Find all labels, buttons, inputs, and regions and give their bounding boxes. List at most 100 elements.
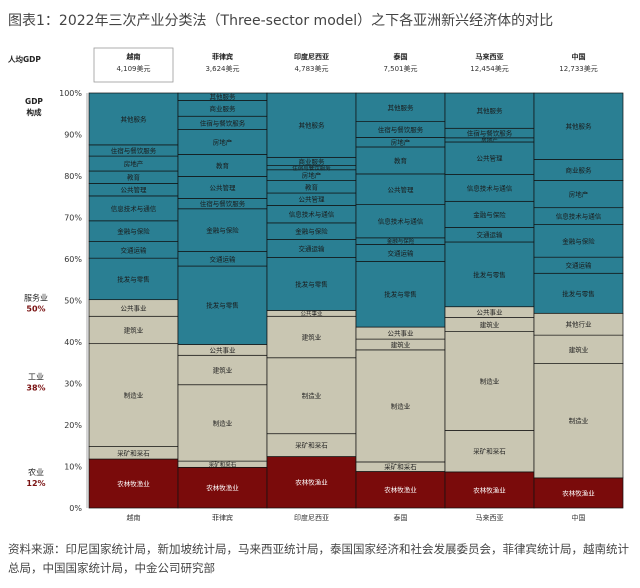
country-header-gdp: 7,501美元 [383,64,417,73]
segment-label: 农林牧渔业 [384,485,417,494]
segment-label: 交通运输 [121,245,148,254]
segment-label: 住宿与餐饮服务 [467,129,513,138]
segment-label: 商业服务 [210,104,237,113]
bar-segment [177,384,268,462]
x-category-label: 中国 [572,513,586,522]
segment-label: 采矿和采石 [473,447,506,456]
segment-label: 采矿和采石 [117,448,150,457]
segment-label: 商业服务 [566,165,593,174]
x-category-label: 菲律宾 [212,513,233,522]
bar-segment [88,458,179,509]
segment-label: 房地产 [569,190,589,199]
segment-label: 建筑业 [302,332,322,341]
segment-label: 教育 [216,161,230,170]
segment-label: 批发与零售 [384,290,417,299]
segment-label: 建筑业 [391,340,411,349]
country-header-gdp: 4,109美元 [116,64,150,73]
segment-label: 公共管理 [299,195,326,204]
y-tick-label: 30% [64,380,82,389]
segment-label: 交通运输 [477,230,504,239]
bar-segment [88,343,179,447]
segment-label: 其他服务 [299,121,326,130]
segment-label: 制造业 [480,376,500,385]
segment-label: 批发与零售 [117,274,150,283]
segment-label: 住宿与餐饮服务 [111,146,157,155]
segment-label: 金融与保险 [562,236,595,245]
segment-label: 其他服务 [477,106,504,115]
segment-label: 公共管理 [477,154,504,163]
segment-label: 住宿与餐饮服务 [378,125,424,134]
segment-label: 农林牧渔业 [117,479,150,488]
segment-label: 建筑业 [480,320,500,329]
bar-segment [444,141,535,175]
segment-label: 建筑业 [569,345,589,354]
segment-label: 制造业 [124,391,144,400]
segment-label: 信息技术与通信 [556,212,602,221]
bar-segment [177,208,268,252]
country-header-name: 印度尼西亚 [294,52,329,61]
segment-label: 信息技术与通信 [467,183,513,192]
country-header-name: 马来西亚 [476,52,504,61]
segment-label: 批发与零售 [473,270,506,279]
gdp-header: 人均GDP [8,54,41,64]
stacked-bar-chart: 0% 10% 20% 30% 40% 50% 60% 70% 80% 90% 100% 人均GDP GD… [0,44,640,528]
segment-label: 公共事业 [300,309,323,317]
bar-segment [266,92,357,158]
segment-label: 建筑业 [213,365,233,374]
country-header-name: 泰国 [393,52,408,61]
x-category-label: 马来西亚 [476,514,504,522]
composition-label-line2: 构成 [27,107,42,117]
bar-segment [266,256,357,311]
segment-label: 教育 [305,182,319,191]
bar-segment [355,204,446,239]
x-category-label: 泰国 [394,513,408,522]
source-note: 资料来源：印尼国家统计局，新加坡统计局，马来西亚统计局，泰国国家经济和社会发展委… [8,542,629,575]
segment-label: 采矿和采石 [209,460,237,468]
segment-label: 交通运输 [388,248,415,257]
segment-label: 建筑业 [124,325,144,334]
y-tick-label: 60% [64,255,82,264]
segment-label: 制造业 [302,391,322,400]
bar-segment [444,92,535,129]
segment-label: 批发与零售 [295,279,328,288]
segment-label: 制造业 [213,418,233,427]
segment-label: 信息技术与通信 [378,217,424,226]
country-header-gdp: 12,733美元 [559,64,598,73]
sector-label: 工业 [28,371,44,381]
segment-label: 农林牧渔业 [473,485,506,494]
sector-share: 50% [26,305,45,314]
segment-label: 信息技术与通信 [111,204,157,213]
y-tick-label: 70% [64,214,82,223]
bar-segment [533,224,624,258]
bar-segment [533,92,624,160]
segment-label: 采矿和采石 [384,462,417,471]
segment-label: 住宿与餐饮服务 [200,118,246,127]
country-header-gdp: 12,454美元 [470,64,509,73]
segment-label: 房地产 [213,137,233,146]
segment-label: 制造业 [569,416,589,425]
segment-label: 房地产 [391,138,411,147]
country-header-gdp: 3,624美元 [205,64,239,73]
segment-label: 批发与零售 [562,289,595,298]
x-category-label: 印度尼西亚 [294,513,329,522]
segment-label: 农林牧渔业 [295,478,328,487]
segment-label: 公共事业 [477,308,504,317]
segment-label: 制造业 [391,401,411,410]
segment-label: 公共管理 [210,183,237,192]
y-tick-label: 100% [59,89,82,98]
segment-label: 农林牧渔业 [206,483,239,492]
segment-label: 其他行业 [566,320,593,329]
segment-label: 公共管理 [388,185,415,194]
header-highlight-box [93,47,174,83]
y-tick-label: 10% [64,463,82,472]
sector-share: 12% [26,479,45,488]
bar-segment [177,129,268,155]
y-tick-label: 50% [64,297,82,306]
segment-label: 采矿和采石 [295,441,328,450]
bar-segment [355,261,446,328]
segment-label: 交通运输 [299,244,326,253]
country-header-name: 越南 [126,52,141,61]
chart-title: 图表1：2022年三次产业分类法（Three-sector model）之下各亚… [8,13,554,29]
segment-label: 住宿与餐饮服务 [292,164,331,172]
y-tick-label: 40% [64,338,82,347]
